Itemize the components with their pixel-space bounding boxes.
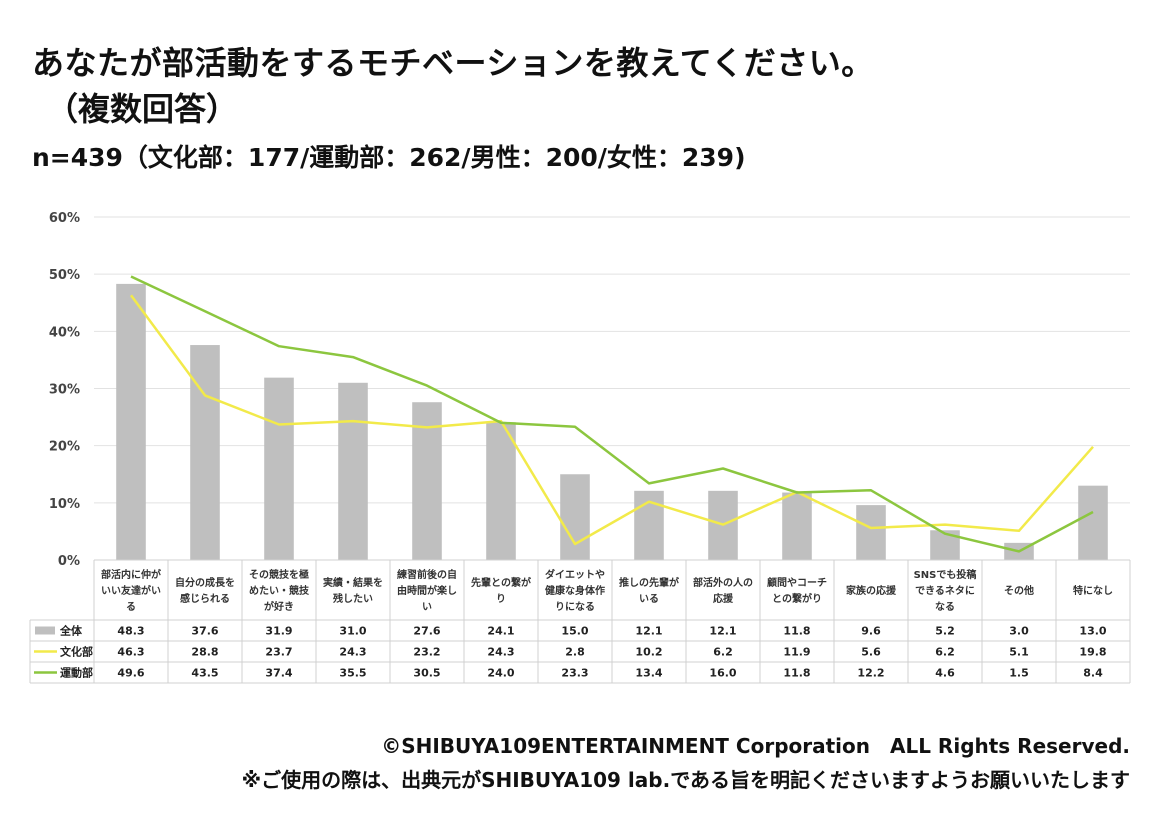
data-label: 24.3 [487, 646, 514, 659]
bar [190, 345, 220, 560]
data-label: 19.8 [1079, 646, 1106, 659]
bar [1078, 485, 1108, 560]
category-label: 感じられる [180, 592, 230, 605]
category-label: 自分の成長を [175, 576, 235, 589]
category-label: 由時間が楽し [397, 584, 457, 597]
y-tick-label: 60% [49, 211, 80, 226]
y-tick-label: 20% [49, 440, 80, 455]
data-label: 4.6 [935, 667, 955, 680]
bar [486, 422, 516, 560]
data-label: 35.5 [339, 667, 366, 680]
chart-title-note: （複数回答） [46, 90, 239, 128]
data-label: 48.3 [117, 625, 144, 638]
category-label: 部活内に仲が [101, 568, 162, 581]
data-label: 5.1 [1009, 646, 1029, 659]
data-label: 30.5 [413, 667, 440, 680]
data-label: 5.6 [861, 646, 881, 659]
series-line [130, 275, 1094, 553]
data-label: 27.6 [413, 625, 440, 638]
category-label: との繋がり [772, 592, 822, 605]
category-label: 顧問やコーチ [767, 576, 827, 589]
data-label: 31.9 [265, 625, 292, 638]
category-label: 推しの先輩が [619, 576, 680, 589]
category-label: なる [935, 601, 955, 613]
category-label: いい友達がい [101, 584, 161, 597]
data-label: 46.3 [117, 646, 144, 659]
category-label: その他 [1004, 584, 1034, 597]
data-label: 1.5 [1009, 667, 1029, 680]
legend-label: 運動部 [60, 666, 93, 680]
category-label: SNSでも投稿 [914, 568, 977, 581]
data-label: 23.7 [265, 646, 292, 659]
legend-key [35, 626, 55, 635]
category-label: できるネタに [915, 585, 975, 597]
y-tick-label: 30% [49, 383, 80, 398]
data-label: 24.1 [487, 625, 514, 638]
category-label: りになる [555, 601, 595, 613]
data-label: 37.4 [265, 667, 292, 680]
y-tick-label: 40% [49, 325, 80, 340]
category-label: が好き [264, 600, 294, 613]
legend-label: 文化部 [60, 645, 93, 659]
data-label: 16.0 [709, 667, 736, 680]
category-label: 健康な身体作 [545, 584, 605, 597]
category-label: 実績・結果を [323, 576, 383, 589]
data-label: 24.3 [339, 646, 366, 659]
data-label: 11.8 [783, 625, 810, 638]
category-label: ダイエットや [545, 568, 605, 581]
data-label: 8.4 [1083, 667, 1103, 680]
category-label: 残したい [333, 592, 373, 605]
data-label: 31.0 [339, 625, 366, 638]
data-label: 6.2 [935, 646, 955, 659]
data-label: 13.0 [1079, 625, 1106, 638]
data-label: 2.8 [565, 646, 585, 659]
usage-notice: ※ご使用の際は、出典元がSHIBUYA109 lab.である旨を明記くださいます… [241, 768, 1130, 792]
data-label: 11.9 [783, 646, 810, 659]
data-label: 9.6 [861, 625, 881, 638]
bar [264, 377, 294, 560]
data-label: 43.5 [191, 667, 218, 680]
chart-title: あなたが部活動をするモチベーションを教えてください。 [32, 44, 874, 82]
category-label: めたい・競技 [249, 584, 310, 597]
data-label: 49.6 [117, 667, 144, 680]
data-label: 11.8 [783, 667, 810, 680]
data-label: 6.2 [713, 646, 733, 659]
bar [782, 492, 812, 560]
category-label: その競技を極 [249, 568, 309, 581]
data-label: 24.0 [487, 667, 514, 680]
bar [560, 474, 590, 560]
category-label: 先輩との繋が [471, 576, 532, 589]
data-label: 3.0 [1009, 625, 1029, 638]
sample-size: n=439（文化部：177/運動部：262/男性：200/女性：239) [32, 143, 746, 172]
category-label: い [422, 602, 432, 613]
bar [338, 382, 368, 560]
category-label: り [496, 593, 506, 605]
data-label: 15.0 [561, 625, 588, 638]
data-label: 37.6 [191, 625, 218, 638]
data-label: 12.2 [857, 667, 884, 680]
data-label: 23.3 [561, 667, 588, 680]
data-label: 10.2 [635, 646, 662, 659]
legend-label: 全体 [59, 624, 83, 638]
data-label: 23.2 [413, 646, 440, 659]
category-label: いる [639, 593, 659, 605]
y-tick-label: 50% [49, 268, 80, 283]
y-tick-label: 10% [49, 497, 80, 512]
category-label: る [126, 601, 136, 613]
bar [116, 283, 146, 560]
data-label: 5.2 [935, 625, 955, 638]
category-label: 家族の応援 [846, 584, 897, 597]
category-label: 部活外の人の [693, 576, 753, 589]
category-label: 応援 [713, 592, 734, 605]
data-label: 13.4 [635, 667, 662, 680]
data-label: 12.1 [635, 625, 662, 638]
y-tick-label: 0% [58, 554, 80, 569]
data-label: 28.8 [191, 646, 218, 659]
data-label: 12.1 [709, 625, 736, 638]
category-label: 特になし [1073, 584, 1113, 597]
category-label: 練習前後の自 [397, 568, 457, 581]
copyright: ©SHIBUYA109ENTERTAINMENT Corporation ALL… [381, 734, 1130, 758]
bar [856, 505, 886, 560]
